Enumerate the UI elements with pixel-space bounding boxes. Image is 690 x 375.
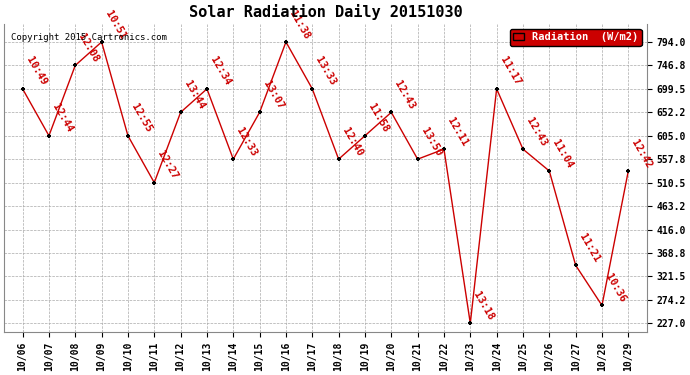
Text: 11:38: 11:38 xyxy=(287,9,312,40)
Point xyxy=(201,86,213,92)
Point xyxy=(359,133,371,139)
Text: 13:18: 13:18 xyxy=(472,290,496,322)
Text: 12:27: 12:27 xyxy=(156,149,180,181)
Point xyxy=(307,86,318,92)
Point xyxy=(518,146,529,152)
Point xyxy=(17,86,28,92)
Point xyxy=(122,133,133,139)
Point xyxy=(596,303,607,309)
Text: 11:17: 11:17 xyxy=(498,56,522,87)
Text: Copyright 2015 Cartronics.com: Copyright 2015 Cartronics.com xyxy=(10,33,166,42)
Text: 12:40: 12:40 xyxy=(340,126,364,158)
Text: 12:11: 12:11 xyxy=(445,116,470,148)
Text: 13:33: 13:33 xyxy=(314,56,338,87)
Text: 10:51: 10:51 xyxy=(103,9,127,40)
Text: 13:44: 13:44 xyxy=(182,79,206,111)
Text: 10:36: 10:36 xyxy=(603,272,628,304)
Text: 12:43: 12:43 xyxy=(524,116,549,148)
Point xyxy=(149,180,160,186)
Text: 12:34: 12:34 xyxy=(208,56,233,87)
Point xyxy=(43,133,55,139)
Legend: Radiation  (W/m2): Radiation (W/m2) xyxy=(511,29,642,46)
Point xyxy=(254,110,265,116)
Text: 12:55: 12:55 xyxy=(129,102,154,134)
Text: 11:04: 11:04 xyxy=(551,138,575,170)
Text: 10:49: 10:49 xyxy=(24,56,48,87)
Point xyxy=(570,262,581,268)
Text: 13:50: 13:50 xyxy=(419,126,443,158)
Point xyxy=(438,146,449,152)
Text: 12:08: 12:08 xyxy=(77,32,101,64)
Point xyxy=(70,62,81,68)
Text: 12:43: 12:43 xyxy=(393,79,417,111)
Point xyxy=(491,86,502,92)
Text: 11:58: 11:58 xyxy=(366,102,391,134)
Point xyxy=(386,110,397,116)
Point xyxy=(465,320,476,326)
Text: 12:44: 12:44 xyxy=(50,102,75,134)
Text: 13:07: 13:07 xyxy=(261,79,285,111)
Point xyxy=(96,39,107,45)
Point xyxy=(333,156,344,162)
Title: Solar Radiation Daily 20151030: Solar Radiation Daily 20151030 xyxy=(188,4,462,20)
Point xyxy=(623,168,634,174)
Point xyxy=(412,156,423,162)
Text: 11:21: 11:21 xyxy=(577,232,601,264)
Text: 12:33: 12:33 xyxy=(235,126,259,158)
Text: 12:42: 12:42 xyxy=(630,138,654,170)
Point xyxy=(228,156,239,162)
Point xyxy=(544,168,555,174)
Point xyxy=(280,39,291,45)
Point xyxy=(175,110,186,116)
